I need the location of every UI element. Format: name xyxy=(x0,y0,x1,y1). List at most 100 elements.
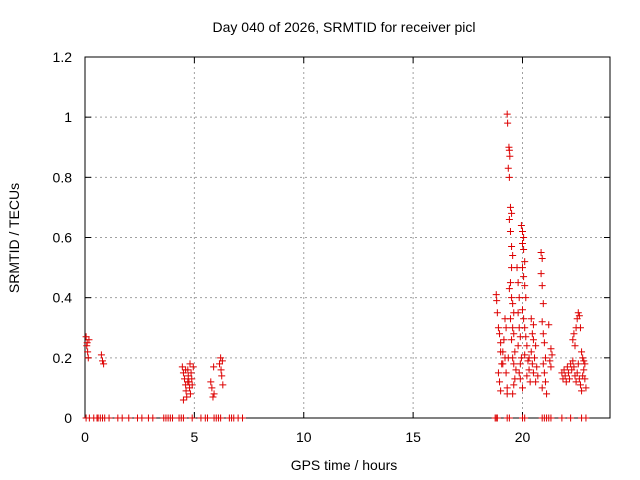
data-point xyxy=(560,366,568,374)
data-point xyxy=(523,342,531,350)
data-point xyxy=(84,354,92,362)
data-point xyxy=(505,215,513,223)
data-point xyxy=(514,342,522,350)
data-point xyxy=(581,360,589,368)
data-point xyxy=(540,339,548,347)
x-axis-label: GPS time / hours xyxy=(291,457,398,473)
data-point xyxy=(539,330,547,338)
data-point xyxy=(538,282,546,290)
data-point xyxy=(118,414,126,422)
data-point xyxy=(492,291,500,299)
data-point xyxy=(578,348,586,356)
data-point xyxy=(524,357,532,365)
data-point xyxy=(493,297,501,305)
data-point xyxy=(543,390,551,398)
data-point xyxy=(527,315,535,323)
data-point xyxy=(538,384,546,392)
data-point xyxy=(508,209,516,217)
data-point xyxy=(149,414,157,422)
data-point xyxy=(210,390,218,398)
data-point xyxy=(525,366,533,374)
y-tick-label: 0.2 xyxy=(53,350,73,366)
data-point xyxy=(516,360,524,368)
data-point xyxy=(519,384,526,392)
data-point xyxy=(520,273,528,281)
data-point xyxy=(515,294,523,302)
data-point xyxy=(521,414,529,422)
x-tick-label: 5 xyxy=(190,429,198,445)
data-point xyxy=(533,363,541,371)
data-point xyxy=(510,360,518,368)
data-point xyxy=(207,378,215,386)
x-tick-label: 10 xyxy=(296,429,312,445)
data-point xyxy=(509,324,517,332)
data-point xyxy=(493,309,501,317)
data-point xyxy=(547,414,555,422)
data-point xyxy=(493,414,501,422)
data-point xyxy=(564,369,572,377)
data-point xyxy=(538,255,546,263)
data-point xyxy=(508,243,516,251)
data-point xyxy=(502,369,510,377)
data-point xyxy=(188,414,196,422)
data-point xyxy=(99,357,106,365)
data-point xyxy=(575,312,583,320)
data-point xyxy=(517,354,525,362)
data-point xyxy=(539,360,547,368)
y-tick-label: 0.8 xyxy=(53,169,73,185)
data-point xyxy=(521,258,529,266)
data-point xyxy=(509,300,517,308)
data-point xyxy=(506,315,514,323)
data-point xyxy=(219,381,227,389)
data-point xyxy=(514,309,522,317)
data-point xyxy=(509,252,517,260)
data-point xyxy=(569,336,577,344)
data-point xyxy=(570,363,578,371)
data-point xyxy=(537,270,545,278)
data-point xyxy=(517,221,525,229)
data-point xyxy=(563,363,571,371)
x-tick-label: 0 xyxy=(81,429,89,445)
data-point xyxy=(84,348,92,356)
data-point xyxy=(184,378,192,386)
data-point xyxy=(569,357,577,365)
data-point xyxy=(217,366,225,374)
data-point xyxy=(216,360,224,368)
data-point xyxy=(532,342,540,350)
data-point xyxy=(520,234,528,241)
data-point xyxy=(561,372,569,380)
data-point xyxy=(186,390,194,398)
data-point xyxy=(187,369,195,377)
data-point xyxy=(169,414,176,422)
data-point xyxy=(505,173,513,181)
data-point xyxy=(186,360,194,368)
data-point xyxy=(534,372,542,380)
data-point xyxy=(520,246,528,254)
data-point xyxy=(532,378,540,386)
data-point xyxy=(572,378,580,386)
data-point xyxy=(519,227,526,235)
data-point xyxy=(217,354,225,362)
data-point xyxy=(188,381,196,389)
data-point xyxy=(509,354,517,362)
data-point xyxy=(82,333,90,341)
data-point xyxy=(506,279,514,287)
data-point xyxy=(566,375,574,383)
data-point xyxy=(181,375,189,383)
data-point xyxy=(510,381,518,389)
data-point xyxy=(209,393,217,401)
data-point xyxy=(505,285,513,293)
data-point xyxy=(497,387,505,395)
data-point xyxy=(182,387,190,395)
data-point xyxy=(567,414,575,422)
data-point xyxy=(529,369,537,377)
data-point xyxy=(184,372,192,380)
y-tick-label: 1.2 xyxy=(53,49,73,65)
data-point xyxy=(188,375,196,383)
data-points xyxy=(82,110,590,422)
data-point xyxy=(505,414,513,422)
data-point xyxy=(502,324,510,332)
data-point xyxy=(519,306,526,314)
data-point xyxy=(547,345,555,353)
